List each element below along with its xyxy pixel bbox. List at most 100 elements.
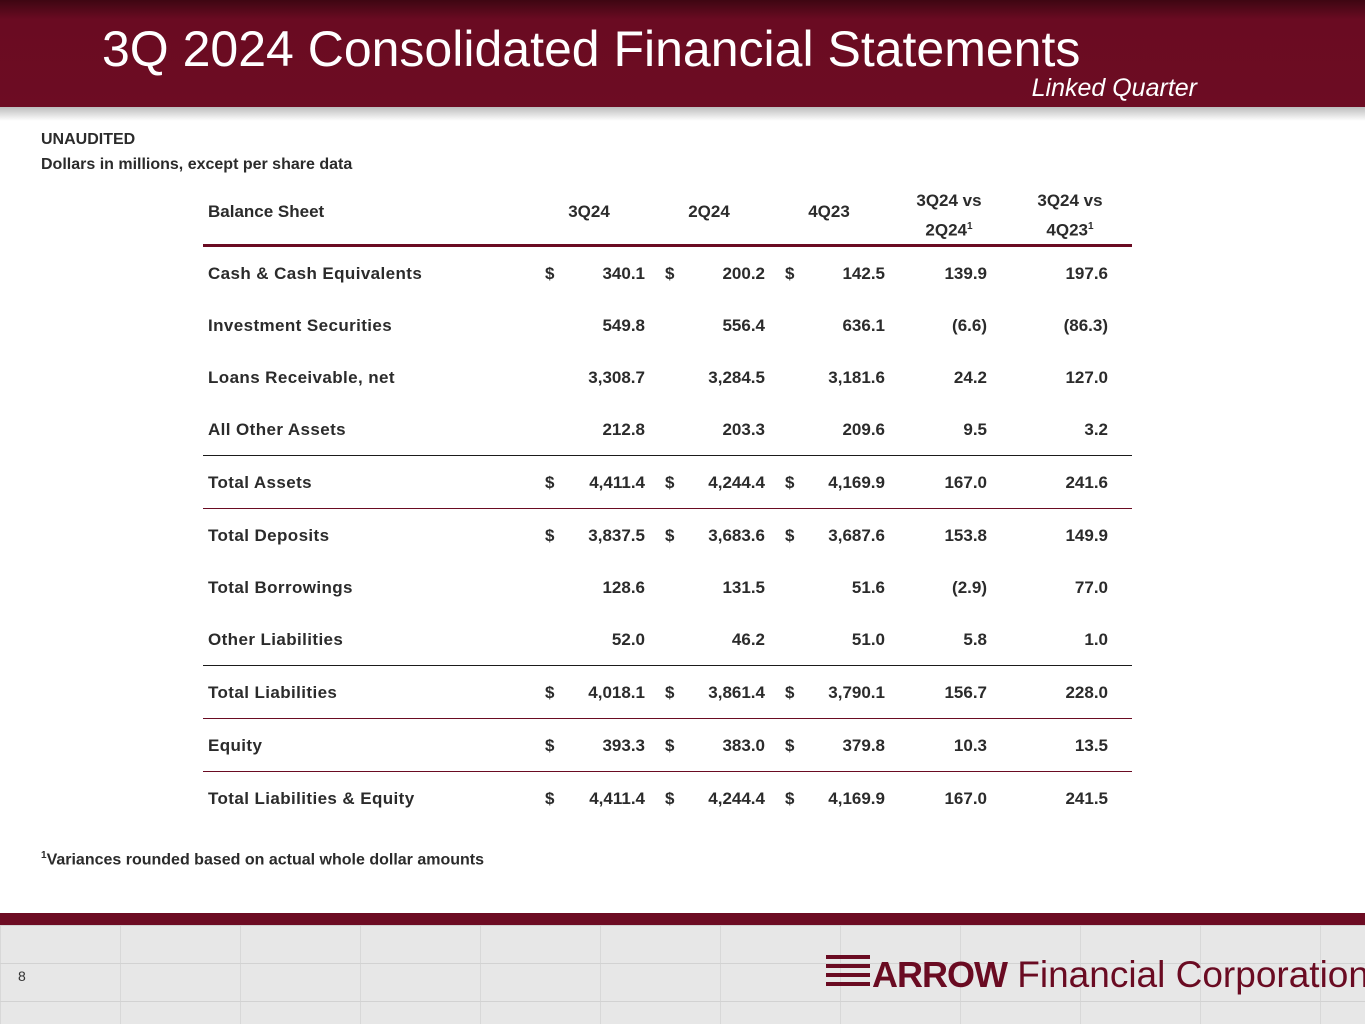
table-row: All Other Assets 212.8 203.3 209.6 9.5 3.2 — [203, 403, 1132, 456]
footnote: 1Variances rounded based on actual whole… — [41, 850, 484, 869]
header-variance-4q23: 3Q24 vs 4Q231 — [1020, 188, 1120, 244]
header-3q24: 3Q24 — [568, 202, 610, 221]
footer-bar — [0, 913, 1365, 925]
header-label: Balance Sheet — [208, 202, 325, 221]
unaudited-note: UNAUDITED — [41, 131, 136, 148]
row-value-2q24: 4,244.4 — [708, 473, 765, 492]
row-dollar-3q24: $ — [545, 264, 555, 283]
header-2q24: 2Q24 — [688, 202, 730, 221]
row-value-4q23: 3,181.6 — [828, 368, 885, 387]
row-variance-2q24: 24.2 — [953, 368, 987, 387]
table-row: Total Deposits $3,837.5 $3,683.6 $3,687.6 15… — [203, 509, 1132, 561]
table-row: Loans Receivable, net 3,308.7 3,284.5 3,181… — [203, 351, 1132, 403]
row-value-3q24: 128.6 — [602, 578, 645, 597]
row-dollar-2q24: $ — [665, 473, 675, 492]
table-row: Total Assets $4,411.4 $4,244.4 $4,169.9 167.… — [203, 456, 1132, 509]
table-row: Total Liabilities $4,018.1 $3,861.4 $3,790.… — [203, 666, 1132, 719]
row-value-3q24: 4,018.1 — [588, 683, 645, 702]
balance-sheet-table: Balance Sheet 3Q24 2Q24 4Q23 3Q24 vs 2Q2… — [203, 180, 1132, 824]
row-variance-4q23: 13.5 — [1074, 736, 1108, 755]
row-dollar-4q23: $ — [785, 526, 795, 545]
table-header: Balance Sheet 3Q24 2Q24 4Q23 3Q24 vs 2Q2… — [203, 180, 1132, 247]
header-variance-4q23-top: 3Q24 vs — [1037, 191, 1103, 210]
page-subtitle: Linked Quarter — [1031, 74, 1197, 102]
units-note: Dollars in millions, except per share da… — [41, 156, 353, 173]
row-value-2q24: 131.5 — [722, 578, 765, 597]
row-value-2q24: 3,284.5 — [708, 368, 765, 387]
logo-brand: ARROW — [872, 954, 1008, 995]
row-label: Total Liabilities & Equity — [208, 789, 415, 808]
company-logo: ARROW Financial Corporation — [872, 954, 1365, 996]
row-variance-4q23: 228.0 — [1065, 683, 1108, 702]
row-label: Other Liabilities — [208, 630, 344, 649]
row-dollar-4q23: $ — [785, 789, 795, 808]
row-value-4q23: 3,687.6 — [828, 526, 885, 545]
row-value-4q23: 51.6 — [851, 578, 885, 597]
row-value-3q24: 393.3 — [602, 736, 645, 755]
row-variance-2q24: 10.3 — [953, 736, 987, 755]
row-value-2q24: 3,683.6 — [708, 526, 765, 545]
row-dollar-3q24: $ — [545, 526, 555, 545]
row-value-4q23: 51.0 — [851, 630, 885, 649]
row-variance-2q24: (6.6) — [952, 316, 987, 335]
title-banner — [0, 0, 1365, 107]
row-dollar-2q24: $ — [665, 264, 675, 283]
row-value-3q24: 52.0 — [611, 630, 645, 649]
row-value-3q24: 3,308.7 — [588, 368, 645, 387]
row-variance-2q24: 5.8 — [963, 630, 987, 649]
row-variance-2q24: 153.8 — [944, 526, 987, 545]
row-dollar-2q24: $ — [665, 789, 675, 808]
row-variance-2q24: 9.5 — [963, 420, 987, 439]
footer-brick-background — [0, 925, 1365, 1024]
row-dollar-4q23: $ — [785, 736, 795, 755]
header-variance-2q24-bottom: 2Q241 — [925, 220, 973, 240]
row-variance-4q23: (86.3) — [1063, 316, 1108, 335]
row-label: Investment Securities — [208, 316, 393, 335]
row-dollar-4q23: $ — [785, 264, 795, 283]
row-value-3q24: 3,837.5 — [588, 526, 645, 545]
row-variance-4q23: 3.2 — [1084, 420, 1108, 439]
row-dollar-3q24: $ — [545, 473, 555, 492]
table-row: Total Borrowings 128.6 131.5 51.6 (2.9) 77.0 — [203, 561, 1132, 613]
table-row: Investment Securities 549.8 556.4 636.1 (6.6… — [203, 299, 1132, 351]
header-variance-2q24: 3Q24 vs 2Q241 — [899, 188, 999, 244]
page-number: 8 — [18, 968, 26, 984]
logo-company-name: Financial Corporation — [1017, 954, 1365, 995]
row-value-2q24: 200.2 — [722, 264, 765, 283]
row-value-3q24: 340.1 — [602, 264, 645, 283]
header-variance-4q23-bottom: 4Q231 — [1046, 220, 1094, 240]
row-value-4q23: 379.8 — [842, 736, 885, 755]
row-value-3q24: 4,411.4 — [589, 473, 645, 492]
row-value-4q23: 636.1 — [842, 316, 885, 335]
row-value-4q23: 209.6 — [842, 420, 885, 439]
row-label: Equity — [208, 736, 263, 755]
row-dollar-2q24: $ — [665, 526, 675, 545]
row-value-2q24: 4,244.4 — [708, 789, 765, 808]
row-variance-2q24: (2.9) — [952, 578, 987, 597]
table-body: Cash & Cash Equivalents $340.1 $200.2 $142.… — [203, 247, 1132, 824]
row-value-3q24: 549.8 — [602, 316, 645, 335]
row-label: Total Borrowings — [208, 578, 353, 597]
row-value-4q23: 142.5 — [842, 264, 885, 283]
row-value-3q24: 212.8 — [602, 420, 645, 439]
page-title: 3Q 2024 Consolidated Financial Statement… — [102, 21, 1081, 77]
arrow-logo-icon — [826, 955, 870, 986]
row-value-4q23: 4,169.9 — [828, 473, 885, 492]
row-value-2q24: 556.4 — [722, 316, 765, 335]
row-dollar-3q24: $ — [545, 683, 555, 702]
table-row: Total Liabilities & Equity $4,411.4 $4,244… — [203, 772, 1132, 824]
row-variance-2q24: 167.0 — [944, 473, 987, 492]
row-value-4q23: 3,790.1 — [828, 683, 885, 702]
row-variance-2q24: 167.0 — [944, 789, 987, 808]
row-label: Cash & Cash Equivalents — [208, 264, 423, 283]
table-row: Equity $393.3 $383.0 $379.8 10.3 13.5 — [203, 719, 1132, 772]
row-dollar-3q24: $ — [545, 789, 555, 808]
row-dollar-4q23: $ — [785, 473, 795, 492]
row-dollar-2q24: $ — [665, 683, 675, 702]
table-row: Other Liabilities 52.0 46.2 51.0 5.8 1.0 — [203, 613, 1132, 666]
row-label: Total Deposits — [208, 526, 330, 545]
header-4q23: 4Q23 — [808, 202, 850, 221]
row-label: Total Liabilities — [208, 683, 338, 702]
row-variance-4q23: 197.6 — [1065, 264, 1108, 283]
row-variance-4q23: 1.0 — [1084, 630, 1108, 649]
